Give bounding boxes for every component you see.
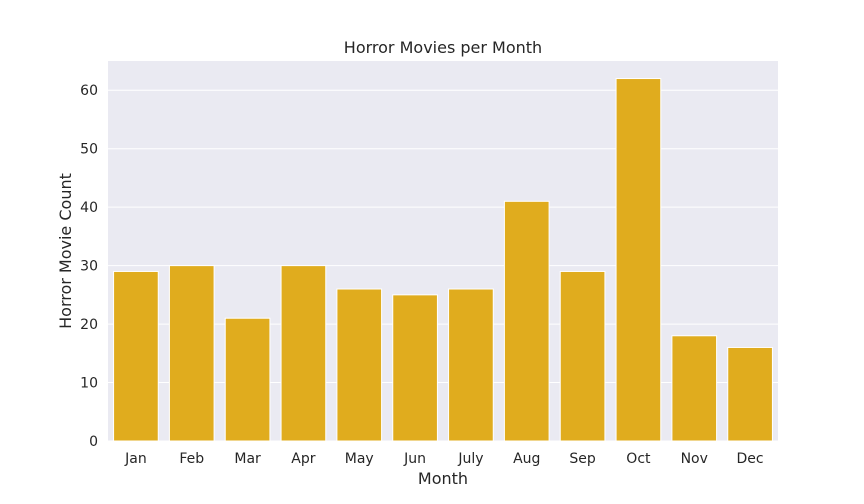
- x-tick-label-may: May: [345, 451, 374, 467]
- x-tick-label-mar: Mar: [234, 451, 261, 467]
- bar-apr: [280, 265, 327, 442]
- y-axis-label: Horror Movie Count: [56, 173, 75, 329]
- bar-dec: [727, 346, 773, 442]
- y-tick-label: 20: [80, 317, 98, 333]
- x-tick-label-jan: Jan: [124, 451, 147, 467]
- bar-feb: [168, 265, 215, 442]
- y-tick-label: 40: [80, 200, 98, 216]
- plot-area: [108, 61, 778, 441]
- bar-nov: [671, 335, 718, 442]
- bars: [113, 78, 773, 442]
- x-tick-label-dec: Dec: [737, 451, 764, 467]
- y-tick-label: 60: [80, 83, 98, 99]
- bar-sep: [559, 270, 606, 442]
- x-axis-label: Month: [418, 469, 468, 488]
- y-tick-label: 10: [80, 376, 98, 392]
- x-tick-label-nov: Nov: [681, 451, 708, 467]
- x-tick-labels: Jan Feb Mar Apr May Jun July Aug Sep Oct Nov Dec: [124, 451, 764, 467]
- y-tick-label: 30: [80, 259, 98, 275]
- x-tick-label-apr: Apr: [291, 451, 315, 467]
- chart-title: Horror Movies per Month: [344, 38, 542, 57]
- x-tick-label-sep: Sep: [569, 451, 596, 467]
- gridlines: [108, 89, 778, 442]
- bar-jun: [392, 294, 438, 442]
- y-tick-label: 0: [89, 434, 98, 450]
- x-tick-label-feb: Feb: [179, 451, 204, 467]
- bar-may: [336, 288, 383, 442]
- bar-mar: [224, 317, 271, 442]
- y-tick-labels: 0 10 20 30 40 50 60: [80, 83, 98, 450]
- bar-oct: [615, 78, 662, 442]
- x-tick-label-oct: Oct: [626, 451, 651, 467]
- bar-aug: [503, 200, 550, 442]
- x-tick-label-jun: Jun: [403, 451, 426, 467]
- y-tick-label: 50: [80, 142, 98, 158]
- bar-july: [448, 288, 494, 442]
- bar-jan: [113, 270, 159, 442]
- x-tick-label-aug: Aug: [513, 451, 540, 467]
- x-tick-label-july: July: [457, 451, 483, 467]
